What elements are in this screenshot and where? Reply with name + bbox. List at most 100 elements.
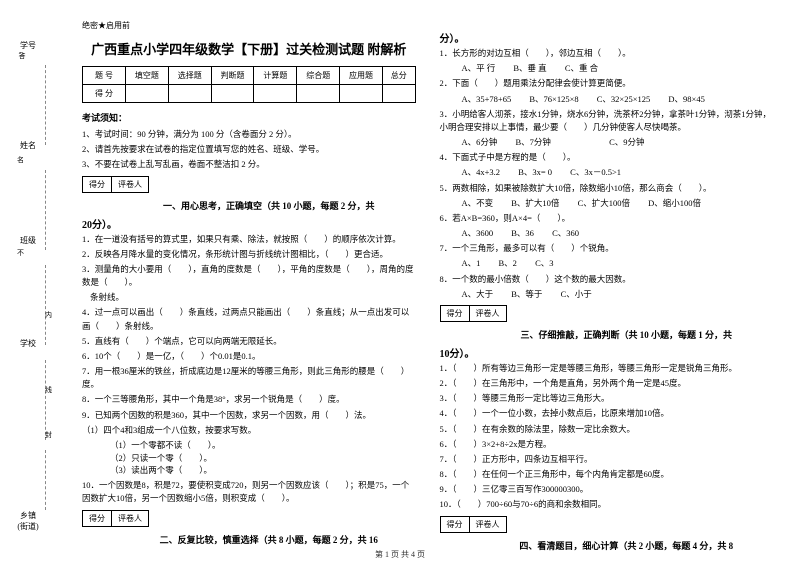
q-item: 5．两数相除，如果被除数扩大10倍，除数缩小10倍，那么商会（ ）。 [440,182,774,195]
q-item: 8．（ ）在任何一个正三角形中，每个内角肯定都是60度。 [440,468,774,481]
margin-inner: 名 [17,155,24,165]
fold-line [45,65,46,145]
q-sub: （2）只读一个零（ ）。 [82,452,416,465]
opt[interactable]: B、76×125×8 [529,93,578,106]
th: 综合题 [297,67,340,85]
opt[interactable]: A、大于 [462,288,494,301]
q-item: 1．长方形的对边互相（ ），邻边互相（ ）。 [440,47,774,60]
opt[interactable]: B、2 [499,257,517,270]
notice-item: 1、考试时间：90 分钟，满分为 100 分（含卷面分 2 分）。 [82,128,416,141]
q-item: 5．（ ）在有余数的除法里，除数一定比余数大。 [440,423,774,436]
q-opts: A、大于 B、等于 C、小于 [440,288,774,301]
margin-lbl: 学校 [20,339,36,348]
q-item: 9．已知两个因数的积是360，其中一个因数，求另一个因数，用（ ）法。 [82,409,416,422]
margin-lbl: 学号 [20,41,36,50]
blank-cell[interactable] [340,85,383,103]
q-item: 1．（ ）所有等边三角形一定是等腰三角形，等腰三角形一定是锐角三角形。 [440,362,774,375]
q-opts: A、6分钟 B、7分钟 C、9分钟 [440,136,774,149]
page-footer: 第 1 页 共 4 页 [0,549,800,560]
q-item: 2．反映各月降水量的变化情况，条形统计图与折线统计图相比，（ ）更合适。 [82,248,416,261]
opt[interactable]: C、扩大100倍 [578,197,630,210]
margin-lbl: 乡镇(街道) [17,511,38,531]
notice-item: 3、不要在试卷上乱写乱画，卷面不整洁扣 2 分。 [82,158,416,171]
grader-box: 得分 评卷人 [440,516,774,533]
margin-lbl: 姓名 [20,141,36,150]
margin-lbl: 班级 [20,236,36,245]
blank-cell[interactable] [126,85,169,103]
opt[interactable]: A、3600 [462,227,494,240]
blank-cell[interactable] [211,85,254,103]
section3-title: 三、仔细推敲，正确判断（共 10 小题，每题 1 分，共 [440,328,774,341]
section1-cont: 20分）。 [82,216,416,231]
opt[interactable]: A、平 行 [462,62,496,75]
score-label: 得分 [440,516,469,533]
q-item: 5．直线有（ ）个端点，它可以向两端无限延长。 [82,335,416,348]
q-item: 4．过一点可以画出（ ）条直线，过两点只能画出（ ）条直线；从一点出发可以画（ … [82,306,416,332]
q-item: 4．（ ）一个一位小数，去掉小数点后，比原来增加10倍。 [440,407,774,420]
q-item: 2．（ ）在三角形中，一个角是直角，另外两个角一定是45度。 [440,377,774,390]
opt[interactable]: C、360 [552,227,579,240]
opt[interactable]: C、重 合 [565,62,598,75]
fold-line [45,360,46,440]
opt[interactable]: C、小于 [561,288,592,301]
opt[interactable]: B、7分钟 [516,136,551,149]
th: 应用题 [340,67,383,85]
opt[interactable]: C、3x－0.5>1 [570,166,621,179]
opt[interactable]: C、9分钟 [609,136,644,149]
opt[interactable]: B、垂 直 [513,62,546,75]
opt[interactable]: D、98×45 [668,93,704,106]
opt[interactable]: B、等于 [511,288,542,301]
fold-line [45,265,46,345]
opt[interactable]: B、扩大10倍 [511,197,559,210]
q-item: 8．一个三等腰角形，其中一个角是38°，求另一个锐角是（ ）度。 [82,393,416,406]
q-item: 7．（ ）正方形中，四条边互相平行。 [440,453,774,466]
th: 填空题 [126,67,169,85]
opt[interactable]: C、3 [535,257,553,270]
fold-line [45,170,46,250]
fold-line [45,450,46,510]
opt[interactable]: B、36 [511,227,534,240]
opt[interactable]: A、35+78+65 [462,93,512,106]
th: 题 号 [83,67,126,85]
td: 得 分 [83,85,126,103]
opt[interactable]: A、1 [462,257,481,270]
q-opts: A、平 行 B、垂 直 C、重 合 [440,62,774,75]
notice-title: 考试须知： [82,111,416,124]
th: 判断题 [211,67,254,85]
exam-title: 广西重点小学四年级数学【下册】过关检测试题 附解析 [82,39,416,58]
opt[interactable]: A、4x+3.2 [462,166,501,179]
notice-item: 2、请首先按要求在试卷的指定位置填写您的姓名、班级、学号。 [82,143,416,156]
score-table: 题 号 填空题 选择题 判断题 计算题 综合题 应用题 总分 得 分 [82,66,416,103]
score-label: 得分 [440,305,469,322]
opt[interactable]: D、缩小100倍 [648,197,701,210]
th: 选择题 [168,67,211,85]
q-sub: （1）四个4和3组成一个八位数，按要求写数。 [82,424,416,437]
q-item: 4．下面式子中是方程的是（ ）。 [440,151,774,164]
q-sub: （3）读出两个零（ ）。 [82,464,416,477]
q-item: 6．若A×B=360，则A×4=（ ）。 [440,212,774,225]
q-opts: A、1 B、2 C、3 [440,257,774,270]
opt[interactable]: C、32×25×125 [597,93,651,106]
margin-inner: 不 [17,248,24,258]
grader-box: 得分 评卷人 [82,510,416,527]
blank-cell[interactable] [254,85,297,103]
q-item: 3．测量角的大小要用（ ），直角的度数是（ ），平角的度数是（ ），周角的度数是… [82,263,416,289]
opt[interactable]: A、6分钟 [462,136,498,149]
blank-cell[interactable] [297,85,340,103]
opt[interactable]: A、不变 [462,197,494,210]
q-item: 9．（ ）三亿零三百写作300000300。 [440,483,774,496]
margin-inner: 答 [17,52,27,59]
blank-cell[interactable] [382,85,415,103]
q-item: 6．（ ）3×2+8÷2x是方程。 [440,438,774,451]
q-item: 10．（ ）700÷60与70÷6的商和余数相同。 [440,498,774,511]
section1-title: 一、用心思考，正确填空（共 10 小题，每题 2 分，共 [82,199,416,212]
grader-label: 评卷人 [111,176,149,193]
blank-cell[interactable] [168,85,211,103]
q-item: 2．下面（ ）题用乘法分配律会使计算更简便。 [440,77,774,90]
margin-inner: 内 [45,310,52,320]
opt[interactable]: B、3x= 0 [518,166,552,179]
q-sub: （1）一个零都不读（ ）。 [82,439,416,452]
q-item: 1．在一道没有括号的算式里，如果只有乘、除法，就按照（ ）的顺序依次计算。 [82,233,416,246]
q-item: 7．一个三角形，最多可以有（ ）个锐角。 [440,242,774,255]
q-opts: A、4x+3.2 B、3x= 0 C、3x－0.5>1 [440,166,774,179]
